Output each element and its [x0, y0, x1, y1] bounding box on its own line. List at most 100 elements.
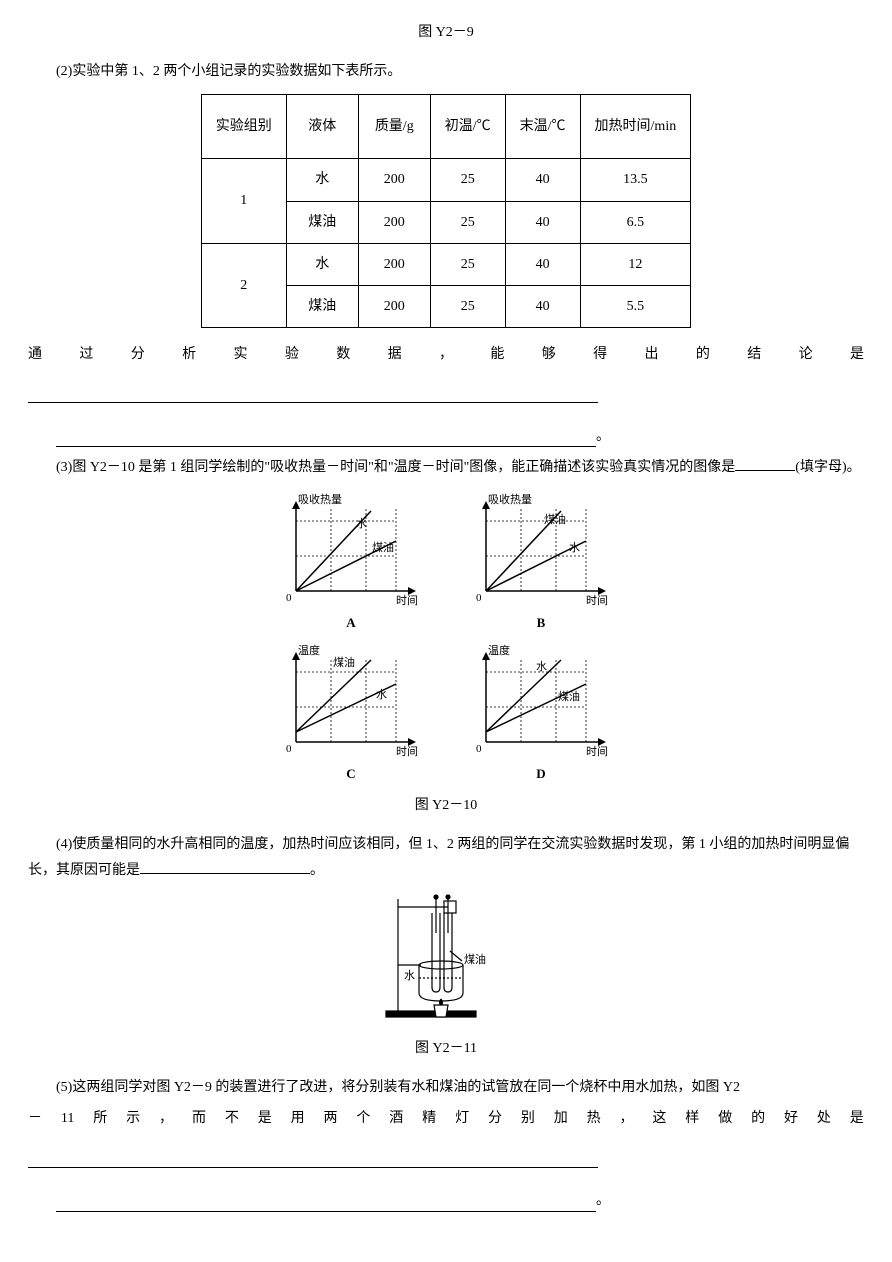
svg-text:时间: 时间	[586, 745, 608, 758]
spread-char: 别	[521, 1106, 535, 1131]
spread-char: 够	[542, 342, 556, 367]
chart-a: 吸收热量 水 煤油 0时间 A	[266, 491, 436, 634]
chart-label-d: D	[456, 762, 626, 785]
spread-char: 据	[388, 342, 402, 367]
q3-text-a: (3)图 Y2－10 是第 1 组同学绘制的"吸收热量－时间"和"温度－时间"图…	[56, 460, 735, 475]
svg-text:吸收热量: 吸收热量	[488, 492, 532, 506]
spread-char: －	[28, 1106, 42, 1131]
svg-text:水: 水	[536, 660, 547, 673]
ylabel: 吸收热量	[298, 492, 342, 506]
q4-text: (4)使质量相同的水升高相同的温度，加热时间应该相同，但 1、2 两组的同学在交…	[28, 832, 864, 882]
spread-char: ，	[439, 342, 453, 367]
q4-blank	[140, 873, 310, 874]
svg-text:0: 0	[476, 743, 482, 755]
th-t0: 初温/℃	[430, 95, 505, 159]
spread-char: 的	[696, 342, 710, 367]
spread-char: 加	[554, 1106, 568, 1131]
svg-text:煤油: 煤油	[464, 952, 486, 966]
svg-text:水: 水	[569, 541, 580, 554]
spread-char: 好	[784, 1106, 798, 1131]
spread-char: 酒	[389, 1106, 403, 1131]
cell-group-2: 2	[201, 243, 286, 327]
figure-title-y2-10: 图 Y2－10	[28, 793, 864, 818]
th-time: 加热时间/min	[580, 95, 691, 159]
blank-line	[56, 433, 596, 447]
table-row: 1 水 200 25 40 13.5	[201, 159, 690, 201]
q3-text-b: (填字母)。	[795, 460, 860, 475]
th-t1: 末温/℃	[505, 95, 580, 159]
period-end: 。	[596, 1188, 610, 1213]
cell: 25	[430, 201, 505, 243]
spread-char: 而	[192, 1106, 206, 1131]
spread-char: 出	[645, 342, 659, 367]
q3-text: (3)图 Y2－10 是第 1 组同学绘制的"吸收热量－时间"和"温度－时间"图…	[28, 455, 864, 480]
svg-text:时间: 时间	[586, 594, 608, 607]
cell: 水	[286, 243, 358, 285]
spread-char: 做	[718, 1106, 732, 1131]
chart-label-b: B	[456, 611, 626, 634]
svg-text:煤油: 煤油	[372, 540, 394, 554]
cell: 25	[430, 285, 505, 327]
cell: 40	[505, 201, 580, 243]
svg-text:0: 0	[286, 592, 292, 604]
spread-char: ，	[159, 1106, 173, 1131]
table-row: 2 水 200 25 40 12	[201, 243, 690, 285]
svg-text:温度: 温度	[488, 643, 510, 657]
spread-char: 样	[685, 1106, 699, 1131]
figure-title-y2-11: 图 Y2－11	[28, 1036, 864, 1061]
spread-char: 通	[28, 342, 42, 367]
cell: 12	[580, 243, 691, 285]
spread-char: 过	[79, 342, 93, 367]
period-end: 。	[596, 424, 610, 449]
apparatus-figure: 水 煤油	[28, 893, 864, 1032]
spread-char: 灯	[455, 1106, 469, 1131]
spread-char: 的	[751, 1106, 765, 1131]
svg-text:温度: 温度	[298, 643, 320, 657]
spread-char: 精	[422, 1106, 436, 1131]
spread-char: 两	[324, 1106, 338, 1131]
q5-spread: －11所示，而不是用两个酒精灯分别加热，这样做的好处是	[28, 1106, 864, 1131]
q2-conclusion-prompt: 通过分析实验数据，能够得出的结论是	[28, 342, 864, 367]
svg-text:煤油: 煤油	[544, 512, 566, 526]
spread-char: 能	[490, 342, 504, 367]
q3-blank	[735, 470, 795, 471]
svg-text:水: 水	[376, 688, 387, 701]
cell: 40	[505, 285, 580, 327]
cell: 25	[430, 159, 505, 201]
experiment-data-table: 实验组别 液体 质量/g 初温/℃ 末温/℃ 加热时间/min 1 水 200 …	[201, 94, 691, 328]
spread-char: 热	[587, 1106, 601, 1131]
spread-char: 所	[93, 1106, 107, 1131]
spread-char: 论	[799, 342, 813, 367]
th-mass: 质量/g	[358, 95, 430, 159]
chart-label-c: C	[266, 762, 436, 785]
chart-d: 温度 水 煤油 0时间 D	[456, 642, 626, 785]
spread-char: 是	[850, 1106, 864, 1131]
spread-char: 结	[747, 342, 761, 367]
spread-char: 验	[285, 342, 299, 367]
cell: 200	[358, 285, 430, 327]
spread-char: 11	[61, 1106, 74, 1131]
spread-char: 用	[291, 1106, 305, 1131]
spread-char: 是	[258, 1106, 272, 1131]
svg-text:时间: 时间	[396, 745, 418, 758]
spread-char: 析	[182, 342, 196, 367]
cell: 13.5	[580, 159, 691, 201]
charts-grid: 吸收热量 水 煤油 0 时间 A	[266, 491, 626, 786]
chart-label-a: A	[266, 611, 436, 634]
spread-char: 是	[850, 342, 864, 367]
spread-char: 分	[488, 1106, 502, 1131]
q4-text-b: 。	[310, 863, 324, 878]
svg-text:0: 0	[476, 592, 482, 604]
spread-char: 处	[817, 1106, 831, 1131]
q2-intro: (2)实验中第 1、2 两个小组记录的实验数据如下表所示。	[28, 59, 864, 84]
th-group: 实验组别	[201, 95, 286, 159]
cell: 水	[286, 159, 358, 201]
spread-char: 实	[234, 342, 248, 367]
spread-char: 得	[593, 342, 607, 367]
spread-char: 示	[126, 1106, 140, 1131]
cell-group-1: 1	[201, 159, 286, 243]
svg-text:时间: 时间	[396, 594, 418, 607]
spread-char: ，	[620, 1106, 634, 1131]
svg-text:煤油: 煤油	[333, 655, 355, 669]
spread-char: 这	[652, 1106, 666, 1131]
